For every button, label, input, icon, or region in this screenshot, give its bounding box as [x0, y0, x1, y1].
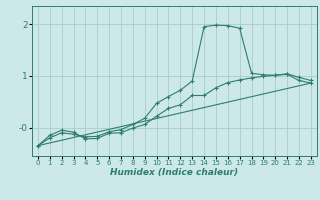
- X-axis label: Humidex (Indice chaleur): Humidex (Indice chaleur): [110, 168, 238, 177]
